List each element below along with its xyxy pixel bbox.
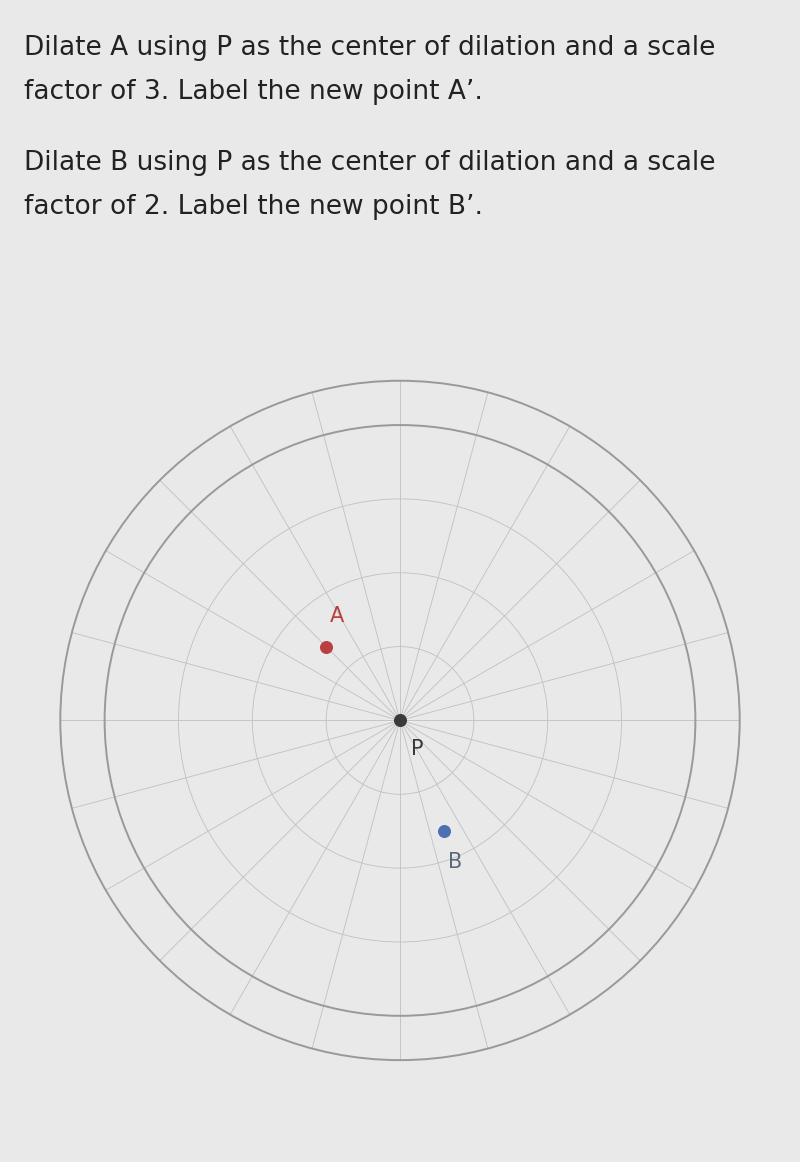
Text: factor of 2. Label the new point B’.: factor of 2. Label the new point B’.	[24, 194, 483, 220]
Text: Dilate A using P as the center of dilation and a scale: Dilate A using P as the center of dilati…	[24, 35, 715, 60]
Point	[438, 822, 450, 840]
Text: factor of 3. Label the new point A’.: factor of 3. Label the new point A’.	[24, 79, 483, 105]
Text: Dilate B using P as the center of dilation and a scale: Dilate B using P as the center of dilati…	[24, 150, 715, 175]
Text: B: B	[448, 852, 462, 872]
Point	[320, 637, 333, 655]
Text: A: A	[330, 605, 344, 626]
Point	[394, 711, 406, 730]
Text: P: P	[411, 739, 423, 759]
